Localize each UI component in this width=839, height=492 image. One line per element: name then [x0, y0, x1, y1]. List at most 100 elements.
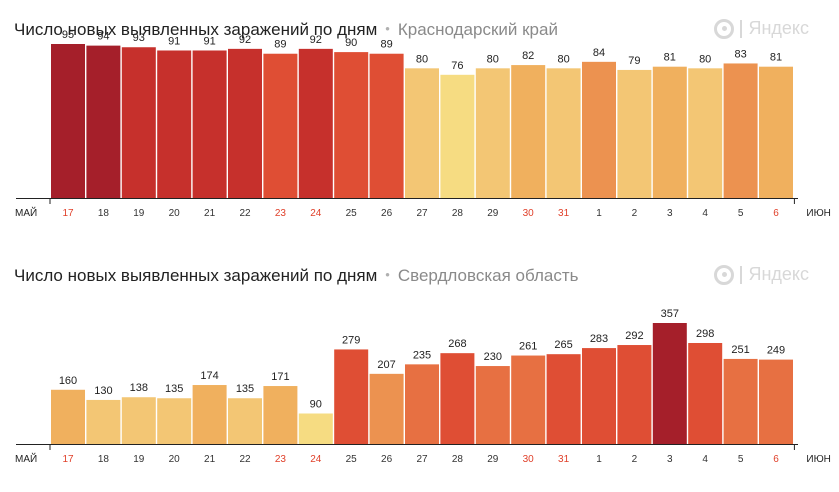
bar-value-label: 298 [696, 328, 714, 340]
bar-value-label: 279 [342, 334, 360, 346]
bar-value-label: 80 [557, 53, 569, 65]
x-tick-label: 27 [416, 454, 428, 465]
x-tick-label: 3 [667, 208, 673, 219]
bar [334, 349, 369, 444]
bar [582, 61, 616, 199]
bar [263, 53, 298, 198]
bar-value-label: 95 [62, 29, 74, 41]
bar-value-label: 230 [484, 351, 502, 363]
bar [405, 68, 439, 198]
bar [617, 345, 652, 444]
yandex-logo: Яндекс [714, 264, 809, 285]
bar [759, 66, 793, 199]
bar [759, 359, 793, 444]
x-start-month-label: МАЙ [15, 452, 37, 465]
bar [546, 68, 581, 198]
bar-value-label: 91 [168, 35, 180, 47]
bar [440, 353, 475, 444]
x-tick-label: 21 [204, 454, 216, 465]
x-tick-label: 4 [702, 208, 708, 219]
bar-value-label: 94 [97, 31, 109, 43]
bar-value-label: 80 [416, 53, 428, 65]
bar-value-label: 80 [699, 53, 711, 65]
x-tick-label: 6 [773, 208, 779, 219]
bar [51, 44, 85, 198]
bar [192, 385, 227, 444]
bar [511, 355, 546, 444]
bar-value-label: 92 [310, 34, 322, 46]
bar [405, 364, 439, 444]
bar-value-label: 138 [130, 382, 148, 394]
bar-value-label: 268 [448, 338, 466, 350]
logo-divider [740, 265, 743, 284]
bar-value-label: 265 [554, 339, 572, 351]
bar-value-label: 235 [413, 349, 431, 361]
bar [86, 399, 121, 444]
x-tick-label: 21 [204, 208, 216, 219]
x-tick-label: 20 [169, 208, 181, 219]
x-tick-label: 30 [523, 208, 535, 219]
x-tick-label: 24 [310, 454, 322, 465]
x-tick-label: 17 [62, 208, 74, 219]
chart-title-row: Число новых выявленных заражений по дням… [14, 20, 558, 40]
bar-value-label: 283 [590, 333, 608, 345]
bar-value-label: 89 [380, 39, 392, 51]
chart-title: Число новых выявленных заражений по дням [14, 20, 378, 39]
bar [334, 52, 369, 199]
bar [688, 68, 723, 198]
x-tick-label: 24 [310, 208, 322, 219]
x-tick-label: 29 [487, 208, 499, 219]
bar-value-label: 171 [271, 371, 289, 383]
x-tick-label: 2 [632, 454, 638, 465]
x-tick-label: 18 [98, 208, 110, 219]
bar [440, 74, 475, 198]
x-tick-label: 6 [773, 454, 779, 465]
bar-value-label: 83 [734, 48, 746, 60]
x-tick-label: 23 [275, 208, 287, 219]
bar-value-label: 90 [310, 398, 322, 410]
x-end-month-label: ИЮН [806, 208, 831, 219]
bar [192, 50, 227, 199]
yandex-logo-icon [714, 264, 735, 285]
yandex-logo-text: Яндекс [748, 18, 809, 38]
bar-chart-sverdlovsk: 1601713018138191352017421135221712390242… [15, 308, 831, 465]
bar-value-label: 292 [625, 330, 643, 342]
bar [475, 68, 510, 198]
x-tick-label: 22 [239, 208, 251, 219]
x-tick-label: 22 [239, 454, 251, 465]
x-tick-label: 28 [452, 454, 464, 465]
x-tick-label: 2 [632, 208, 638, 219]
bar [157, 50, 192, 199]
bar [475, 366, 510, 444]
x-tick-label: 25 [346, 208, 358, 219]
bar-value-label: 92 [239, 34, 251, 46]
chart-panel-sverdlovsk: Число новых выявленных заражений по дням… [0, 246, 839, 492]
x-tick-label: 1 [596, 454, 602, 465]
yandex-logo-icon [714, 18, 735, 39]
bar [511, 65, 546, 198]
x-tick-label: 5 [738, 208, 744, 219]
x-tick-label: 25 [346, 454, 358, 465]
bar-value-label: 76 [451, 60, 463, 72]
bar-value-label: 81 [770, 52, 782, 64]
x-tick-label: 28 [452, 208, 464, 219]
x-tick-label: 26 [381, 454, 393, 465]
x-tick-label: 20 [169, 454, 181, 465]
x-tick-label: 19 [133, 454, 145, 465]
bar [228, 398, 262, 444]
bar-value-label: 249 [767, 345, 785, 357]
bar-value-label: 90 [345, 37, 357, 49]
chart-title-row: Число новых выявленных заражений по дням… [14, 266, 578, 286]
bar-value-label: 81 [664, 52, 676, 64]
bar [582, 348, 616, 444]
x-tick-label: 31 [558, 454, 570, 465]
bar-value-label: 80 [487, 53, 499, 65]
x-tick-label: 31 [558, 208, 570, 219]
bar-value-label: 160 [59, 375, 77, 387]
bar [263, 386, 298, 444]
x-tick-label: 30 [523, 454, 535, 465]
x-tick-label: 3 [667, 454, 673, 465]
x-tick-label: 23 [275, 454, 287, 465]
x-tick-label: 5 [738, 454, 744, 465]
bar-chart-krasnodar: 9517941893199120912192228923922490258926… [15, 29, 831, 219]
